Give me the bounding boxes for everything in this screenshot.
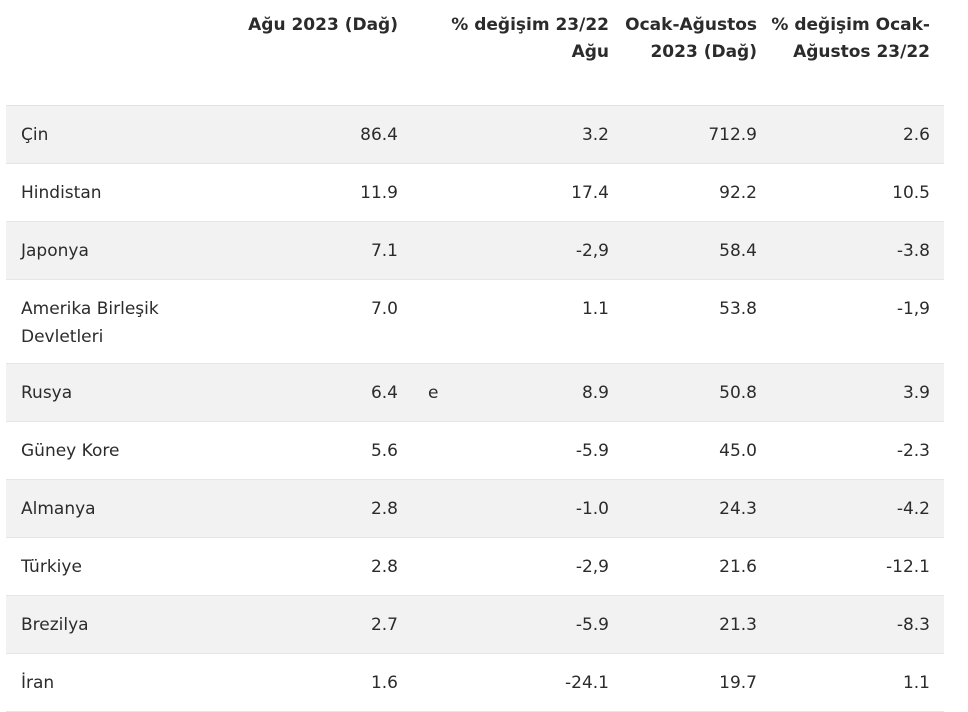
table-row: Çin 86.4 3.2 712.9 2.6 xyxy=(6,105,944,164)
country-cell: Hindistan xyxy=(6,163,206,222)
country-cell: Brezilya xyxy=(6,595,206,654)
flag-cell xyxy=(412,221,450,280)
pct-aug-cell: -2,9 xyxy=(450,537,623,596)
table-row: İran 1.6 -24.1 19.7 1.1 xyxy=(6,653,944,712)
country-cell: Amerika Birleşik Devletleri xyxy=(6,279,206,364)
pct-ytd-cell: -1,9 xyxy=(771,279,944,364)
pct-aug-cell: -24.1 xyxy=(450,653,623,712)
country-cell: Güney Kore xyxy=(6,421,206,480)
table-row: Türkiye 2.8 -2,9 21.6 -12.1 xyxy=(6,537,944,596)
ytd-value-cell: 21.6 xyxy=(623,537,771,596)
table-row: Rusya 6.4 e 8.9 50.8 3.9 xyxy=(6,363,944,422)
pct-change-aug-column-header: % değişim 23/22 Ağu xyxy=(450,0,623,106)
pct-aug-cell: -5.9 xyxy=(450,595,623,654)
ytd-value-cell: 24.3 xyxy=(623,479,771,538)
pct-aug-cell: -1.0 xyxy=(450,479,623,538)
flag-column-header xyxy=(412,0,450,106)
table-row: Hindistan 11.9 17.4 92.2 10.5 xyxy=(6,163,944,222)
flag-cell xyxy=(412,595,450,654)
country-cell: Türkiye xyxy=(6,537,206,596)
pct-ytd-cell: -2.3 xyxy=(771,421,944,480)
ytd-value-cell: 712.9 xyxy=(623,105,771,164)
flag-cell: e xyxy=(412,363,450,422)
ytd-value-cell: 45.0 xyxy=(623,421,771,480)
country-cell: Çin xyxy=(6,105,206,164)
table-row: Japonya 7.1 -2,9 58.4 -3.8 xyxy=(6,221,944,280)
steel-production-table-container: Ağu 2023 (Dağ) % değişim 23/22 Ağu Ocak-… xyxy=(6,0,944,712)
flag-cell xyxy=(412,163,450,222)
aug-value-cell: 7.1 xyxy=(206,221,412,280)
pct-ytd-cell: -8.3 xyxy=(771,595,944,654)
pct-ytd-cell: 1.1 xyxy=(771,653,944,712)
pct-change-jan-aug-column-header: % değişim Ocak-Ağustos 23/22 xyxy=(771,0,944,106)
flag-cell xyxy=(412,653,450,712)
pct-ytd-cell: 10.5 xyxy=(771,163,944,222)
pct-aug-cell: 17.4 xyxy=(450,163,623,222)
pct-ytd-cell: 3.9 xyxy=(771,363,944,422)
pct-ytd-cell: -4.2 xyxy=(771,479,944,538)
pct-ytd-cell: -12.1 xyxy=(771,537,944,596)
steel-production-table: Ağu 2023 (Dağ) % değişim 23/22 Ağu Ocak-… xyxy=(6,0,944,712)
flag-cell xyxy=(412,479,450,538)
aug-2023-column-header: Ağu 2023 (Dağ) xyxy=(206,0,412,106)
aug-value-cell: 86.4 xyxy=(206,105,412,164)
table-row: Almanya 2.8 -1.0 24.3 -4.2 xyxy=(6,479,944,538)
ytd-value-cell: 58.4 xyxy=(623,221,771,280)
country-cell: Japonya xyxy=(6,221,206,280)
flag-cell xyxy=(412,537,450,596)
ytd-value-cell: 53.8 xyxy=(623,279,771,364)
pct-aug-cell: 1.1 xyxy=(450,279,623,364)
ytd-value-cell: 19.7 xyxy=(623,653,771,712)
aug-value-cell: 2.8 xyxy=(206,537,412,596)
pct-aug-cell: -2,9 xyxy=(450,221,623,280)
aug-value-cell: 2.7 xyxy=(206,595,412,654)
table-header-row: Ağu 2023 (Dağ) % değişim 23/22 Ağu Ocak-… xyxy=(6,0,944,106)
aug-value-cell: 6.4 xyxy=(206,363,412,422)
ytd-value-cell: 21.3 xyxy=(623,595,771,654)
table-row: Brezilya 2.7 -5.9 21.3 -8.3 xyxy=(6,595,944,654)
aug-value-cell: 2.8 xyxy=(206,479,412,538)
country-cell: İran xyxy=(6,653,206,712)
ytd-value-cell: 92.2 xyxy=(623,163,771,222)
flag-cell xyxy=(412,279,450,364)
pct-ytd-cell: 2.6 xyxy=(771,105,944,164)
table-row: Amerika Birleşik Devletleri 7.0 1.1 53.8… xyxy=(6,279,944,364)
flag-cell xyxy=(412,105,450,164)
aug-value-cell: 1.6 xyxy=(206,653,412,712)
pct-aug-cell: -5.9 xyxy=(450,421,623,480)
pct-ytd-cell: -3.8 xyxy=(771,221,944,280)
pct-aug-cell: 8.9 xyxy=(450,363,623,422)
jan-aug-2023-column-header: Ocak-Ağustos 2023 (Dağ) xyxy=(623,0,771,106)
aug-value-cell: 11.9 xyxy=(206,163,412,222)
table-row: Güney Kore 5.6 -5.9 45.0 -2.3 xyxy=(6,421,944,480)
country-cell: Rusya xyxy=(6,363,206,422)
country-cell: Almanya xyxy=(6,479,206,538)
flag-cell xyxy=(412,421,450,480)
aug-value-cell: 7.0 xyxy=(206,279,412,364)
ytd-value-cell: 50.8 xyxy=(623,363,771,422)
aug-value-cell: 5.6 xyxy=(206,421,412,480)
pct-aug-cell: 3.2 xyxy=(450,105,623,164)
country-column-header xyxy=(6,0,206,106)
